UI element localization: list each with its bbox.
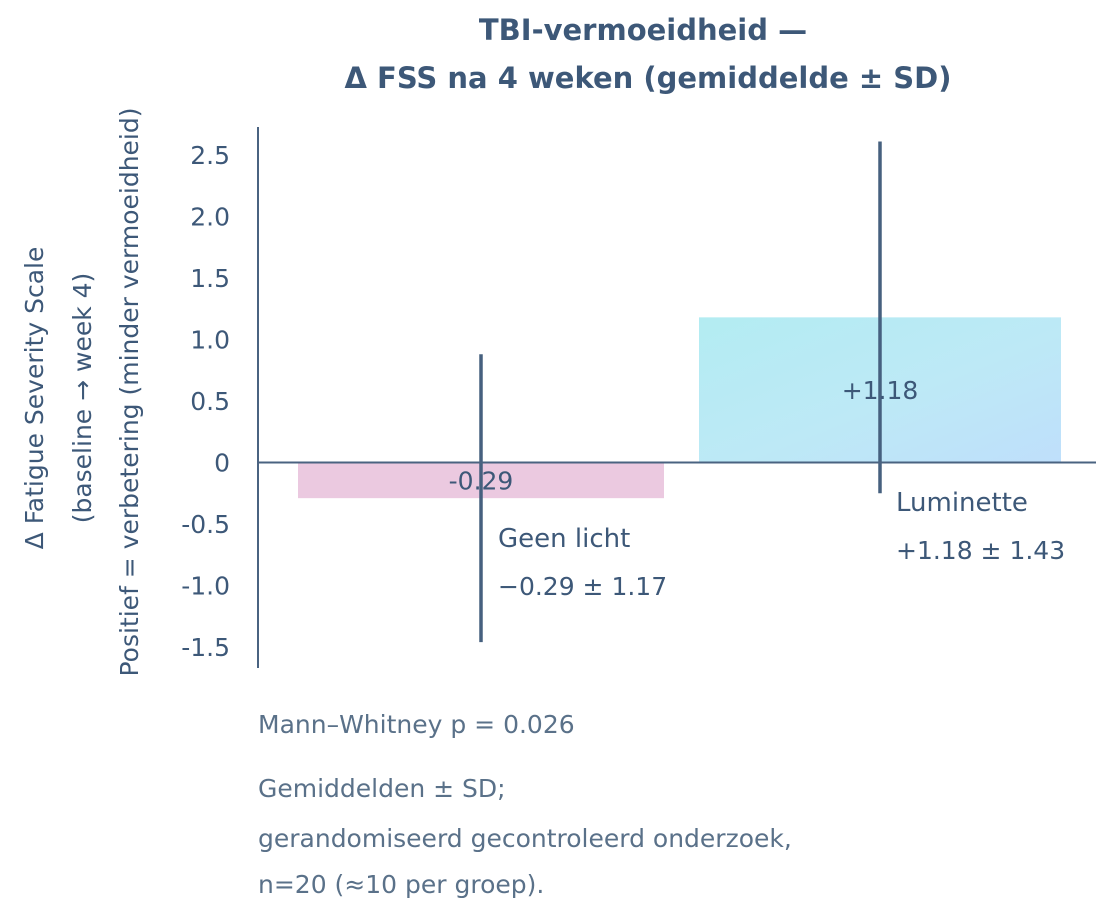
y-tick-label: 0.5 [190,387,230,416]
y-axis-label-group-3: Positief = verbetering (minder vermoeidh… [115,107,144,676]
y-tick-label: 2.5 [190,141,230,170]
bar-value-label-1: +1.18 [842,376,919,405]
stat-label-0: −0.29 ± 1.17 [498,572,667,601]
y-tick-label: 2.0 [190,203,230,232]
note-line-2: gerandomiseerd gecontroleerd onderzoek, [258,824,792,853]
y-axis-label-line-3: Positief = verbetering (minder vermoeidh… [115,107,144,676]
y-tick-label: 0 [214,449,230,478]
y-tick-label: -1.0 [181,572,230,601]
bar-labels: -0.29 +1.18 Geen licht −0.29 ± 1.17 Luminett… [449,376,1065,601]
category-label-1: Luminette [896,488,1028,518]
y-ticks: 2.5 2.0 1.5 1.0 0.5 0 -0.5 -1.0 -1.5 [181,141,230,662]
chart-title-line-2: Δ FSS na 4 weken (gemiddelde ± SD) [345,61,952,95]
y-axis-label-group-2: (baseline → week 4) [68,273,97,524]
note-line-3: n=20 (≈10 per groep). [258,870,544,899]
y-tick-label: -0.5 [181,510,230,539]
y-tick-label: -1.5 [181,633,230,662]
p-value-annotation: Mann–Whitney p = 0.026 [258,710,575,739]
bars [298,317,1061,499]
y-axis-label-line-1: Δ Fatigue Severity Scale [20,247,49,550]
y-axis-label: Δ Fatigue Severity Scale [20,247,49,550]
category-label-0: Geen licht [498,524,630,554]
y-tick-label: 1.0 [190,326,230,355]
stat-label-1: +1.18 ± 1.43 [896,536,1065,565]
y-axis-label-line-2: (baseline → week 4) [68,273,97,524]
chart-title-line-1: TBI-vermoeidheid — [479,13,807,47]
y-tick-label: 1.5 [190,264,230,293]
error-bars [479,141,882,643]
note-line-1: Gemiddelden ± SD; [258,774,506,803]
bar-value-label-0: -0.29 [449,466,514,495]
